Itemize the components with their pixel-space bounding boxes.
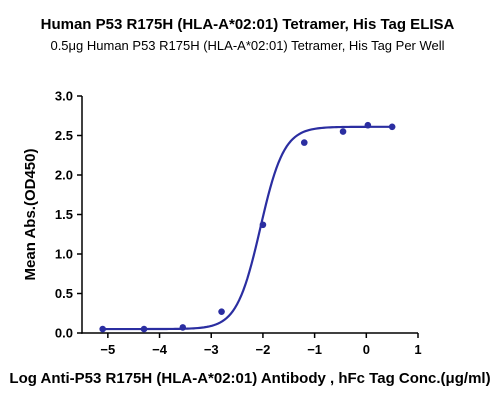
y-tick-label: 2.5	[55, 128, 73, 143]
data-point	[140, 325, 148, 333]
y-tick-label: 3.0	[55, 89, 73, 104]
y-tick-label: 2.0	[55, 168, 73, 183]
data-point	[300, 139, 308, 146]
x-axis-label: Log Anti-P53 R175H (HLA-A*02:01) Antibod…	[9, 370, 490, 387]
x-tick-label: −3	[204, 342, 219, 357]
y-tick-label: 0.5	[55, 286, 73, 301]
chart-title: Human P53 R175H (HLA-A*02:01) Tetramer, …	[40, 16, 455, 33]
x-tick-label: 0	[363, 342, 370, 357]
x-tick-label: 1	[414, 342, 421, 357]
data-point	[99, 325, 106, 333]
data-point	[388, 123, 396, 131]
data-point	[364, 121, 372, 129]
data-point	[339, 128, 347, 135]
x-tick-label: −1	[307, 342, 322, 357]
chart-subtitle: 0.5μg Human P53 R175H (HLA-A*02:01) Tetr…	[50, 38, 445, 53]
data-point	[218, 308, 225, 315]
x-tick-label: −4	[152, 342, 168, 357]
y-tick-label: 0.0	[55, 326, 73, 341]
x-tick-label: −2	[256, 342, 271, 357]
ticks: 0.0 0.5 1.0 1.5 2.0 2.5 3.0 −5 −4 −3 −2 −1 0 1	[55, 89, 422, 358]
data-point	[259, 221, 267, 229]
fit-curve	[102, 125, 393, 331]
y-tick-label: 1.0	[55, 247, 73, 262]
data-points	[99, 121, 396, 333]
y-tick-label: 1.5	[55, 207, 73, 222]
axes	[81, 96, 418, 334]
x-tick-label: −5	[100, 342, 115, 357]
data-point	[179, 324, 187, 331]
y-axis-label: Mean Abs.(OD450)	[22, 149, 39, 281]
